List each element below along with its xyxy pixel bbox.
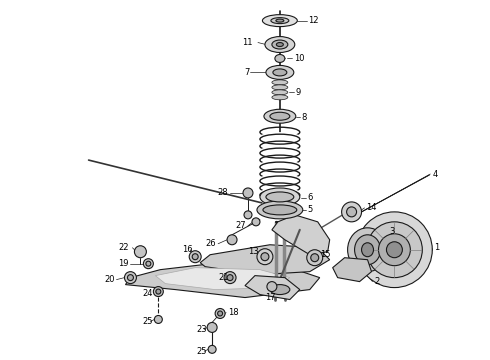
- Text: 7: 7: [244, 68, 249, 77]
- Circle shape: [367, 222, 422, 278]
- Text: 5: 5: [308, 206, 313, 215]
- Text: 17: 17: [265, 293, 275, 302]
- Circle shape: [127, 275, 133, 280]
- Text: 19: 19: [119, 259, 129, 268]
- Text: 1: 1: [434, 243, 440, 252]
- Text: 25: 25: [196, 347, 207, 356]
- Ellipse shape: [355, 235, 380, 265]
- Circle shape: [261, 253, 269, 261]
- Text: 6: 6: [308, 193, 313, 202]
- Polygon shape: [155, 268, 290, 289]
- Ellipse shape: [260, 188, 300, 206]
- Ellipse shape: [260, 190, 300, 200]
- Ellipse shape: [272, 80, 288, 85]
- Text: 25: 25: [143, 317, 153, 326]
- Circle shape: [134, 246, 147, 258]
- Ellipse shape: [270, 112, 290, 120]
- Ellipse shape: [272, 85, 288, 90]
- Text: 23: 23: [196, 325, 207, 334]
- Text: 27: 27: [235, 221, 246, 230]
- Text: 15: 15: [319, 250, 330, 259]
- Ellipse shape: [272, 95, 288, 100]
- Ellipse shape: [260, 176, 300, 186]
- Ellipse shape: [264, 109, 296, 123]
- Circle shape: [218, 311, 222, 316]
- Ellipse shape: [273, 69, 287, 76]
- Polygon shape: [125, 263, 319, 298]
- Circle shape: [311, 254, 319, 262]
- Circle shape: [189, 251, 201, 263]
- Text: 2: 2: [374, 277, 380, 286]
- Text: 18: 18: [228, 308, 239, 317]
- Text: 14: 14: [367, 203, 377, 212]
- Polygon shape: [245, 276, 300, 300]
- Ellipse shape: [275, 54, 285, 62]
- Ellipse shape: [271, 18, 289, 24]
- Circle shape: [146, 261, 151, 266]
- Ellipse shape: [260, 162, 300, 172]
- Circle shape: [192, 254, 198, 260]
- Text: 12: 12: [308, 16, 319, 25]
- Circle shape: [156, 289, 161, 294]
- Text: 13: 13: [248, 247, 259, 256]
- Ellipse shape: [347, 228, 388, 272]
- Circle shape: [357, 212, 432, 288]
- Text: 10: 10: [294, 54, 304, 63]
- Circle shape: [144, 259, 153, 269]
- Text: 24: 24: [143, 289, 153, 298]
- Ellipse shape: [263, 205, 297, 215]
- Circle shape: [267, 282, 277, 292]
- Text: 9: 9: [296, 88, 301, 97]
- Text: 26: 26: [205, 239, 216, 248]
- Text: 28: 28: [218, 188, 228, 197]
- Text: 3: 3: [390, 227, 395, 236]
- Polygon shape: [333, 258, 371, 282]
- Circle shape: [227, 235, 237, 245]
- Circle shape: [252, 218, 260, 226]
- Circle shape: [208, 345, 216, 353]
- Ellipse shape: [257, 201, 303, 219]
- Ellipse shape: [260, 134, 300, 144]
- Ellipse shape: [266, 192, 294, 202]
- Text: 21: 21: [218, 273, 229, 282]
- Circle shape: [227, 275, 233, 280]
- Text: 16: 16: [182, 245, 193, 254]
- Polygon shape: [272, 215, 330, 255]
- Text: 8: 8: [302, 113, 307, 122]
- Circle shape: [342, 202, 362, 222]
- Ellipse shape: [272, 40, 288, 49]
- Text: 4: 4: [432, 170, 438, 179]
- Circle shape: [346, 207, 357, 217]
- Circle shape: [257, 249, 273, 265]
- Ellipse shape: [276, 42, 283, 46]
- Circle shape: [307, 250, 323, 266]
- Ellipse shape: [270, 285, 290, 294]
- Text: 22: 22: [119, 243, 129, 252]
- Ellipse shape: [263, 15, 297, 27]
- Circle shape: [244, 211, 252, 219]
- Ellipse shape: [265, 37, 295, 53]
- Circle shape: [207, 323, 217, 332]
- Text: 20: 20: [104, 275, 115, 284]
- Circle shape: [153, 287, 163, 297]
- Ellipse shape: [362, 243, 373, 257]
- Circle shape: [387, 242, 402, 258]
- Ellipse shape: [272, 90, 288, 95]
- Polygon shape: [200, 245, 330, 275]
- Circle shape: [124, 272, 136, 284]
- Circle shape: [224, 272, 236, 284]
- Circle shape: [378, 234, 410, 266]
- Ellipse shape: [276, 19, 284, 22]
- Circle shape: [154, 315, 162, 323]
- Circle shape: [215, 309, 225, 319]
- Ellipse shape: [260, 148, 300, 158]
- Ellipse shape: [266, 66, 294, 80]
- Circle shape: [243, 188, 253, 198]
- Text: 11: 11: [242, 38, 252, 47]
